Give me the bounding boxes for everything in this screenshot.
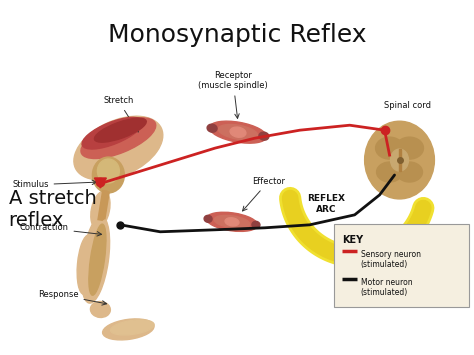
Ellipse shape (81, 216, 109, 303)
Ellipse shape (214, 215, 250, 228)
Ellipse shape (89, 224, 106, 295)
Text: Motor neuron
(stimulated): Motor neuron (stimulated) (361, 278, 412, 297)
Ellipse shape (82, 118, 143, 149)
Text: Stimulus: Stimulus (12, 180, 97, 190)
Text: Stretch: Stretch (103, 96, 138, 132)
FancyBboxPatch shape (334, 224, 469, 307)
Text: KEY: KEY (342, 235, 363, 245)
Ellipse shape (91, 301, 110, 317)
Ellipse shape (375, 137, 403, 159)
Text: Contraction: Contraction (19, 223, 101, 236)
Text: Sensory neuron
(stimulated): Sensory neuron (stimulated) (361, 250, 420, 269)
Ellipse shape (92, 157, 124, 193)
Ellipse shape (252, 221, 260, 228)
Ellipse shape (91, 191, 110, 229)
Ellipse shape (376, 162, 402, 182)
Text: Receptor
(muscle spindle): Receptor (muscle spindle) (198, 71, 268, 118)
Ellipse shape (110, 320, 154, 335)
Text: Effector: Effector (243, 177, 285, 211)
Text: REFLEX
ARC: REFLEX ARC (307, 194, 345, 214)
Ellipse shape (365, 121, 434, 199)
Ellipse shape (102, 319, 154, 340)
Ellipse shape (207, 124, 217, 132)
Polygon shape (94, 178, 106, 188)
Ellipse shape (74, 116, 163, 180)
Text: Monosynaptic Reflex: Monosynaptic Reflex (108, 23, 366, 47)
Ellipse shape (98, 159, 119, 183)
Ellipse shape (94, 118, 146, 142)
Ellipse shape (210, 121, 266, 143)
Ellipse shape (391, 149, 409, 171)
Ellipse shape (206, 212, 258, 231)
Ellipse shape (259, 132, 269, 140)
Ellipse shape (230, 127, 246, 137)
Ellipse shape (81, 118, 156, 159)
Text: Spinal cord: Spinal cord (384, 101, 431, 110)
Ellipse shape (204, 215, 212, 222)
Ellipse shape (225, 218, 239, 226)
Ellipse shape (395, 137, 423, 159)
Bar (399, 149, 401, 171)
Ellipse shape (77, 235, 96, 294)
Text: A stretch
reflex: A stretch reflex (9, 189, 96, 230)
Ellipse shape (219, 125, 258, 140)
Ellipse shape (397, 162, 422, 182)
Text: Response: Response (38, 290, 107, 305)
